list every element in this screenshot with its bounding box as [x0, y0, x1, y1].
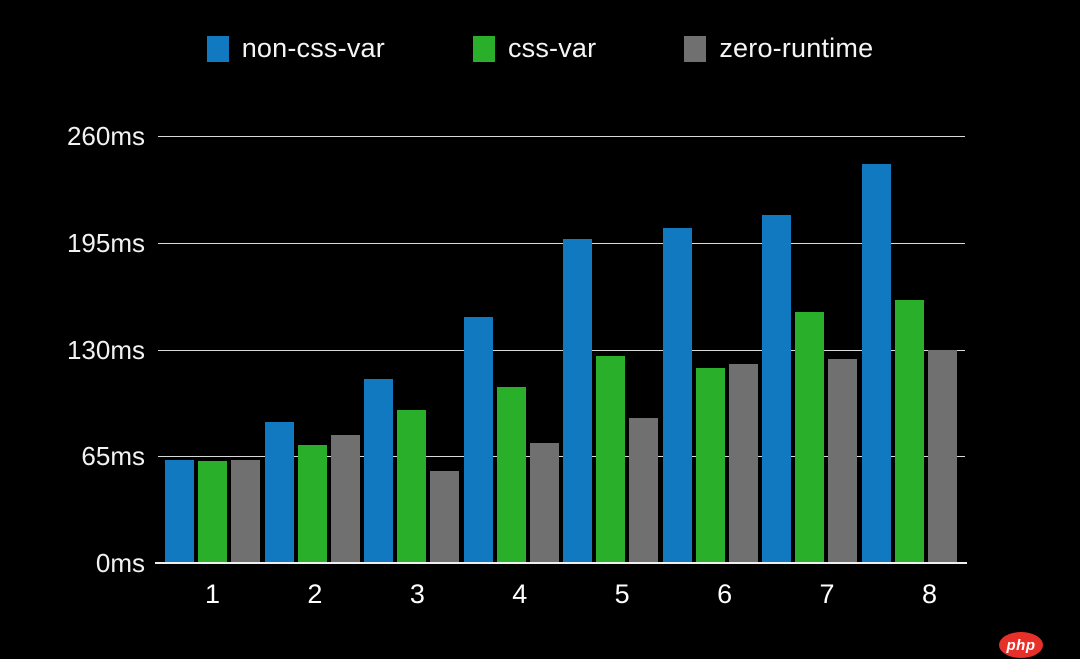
bar-group-2 — [264, 136, 360, 563]
y-tick-label: 195ms — [66, 227, 145, 258]
bar-css-var-3 — [397, 410, 427, 563]
bar-group-5 — [563, 136, 659, 563]
bar-non-css-var-1 — [165, 459, 194, 563]
x-tick-label-8: 8 — [921, 579, 937, 609]
x-axis-tick-labels: 1 2 3 4 5 6 7 8 — [155, 578, 987, 610]
legend-label: zero-runtime — [719, 33, 874, 63]
bar-zero-runtime-6 — [728, 364, 758, 563]
x-axis-baseline — [155, 562, 967, 564]
legend-swatch-icon — [206, 35, 229, 62]
x-tick-label-2: 2 — [307, 579, 323, 609]
x-tick-label-1: 1 — [204, 579, 221, 609]
x-tick-label-4: 4 — [512, 579, 528, 609]
bar-css-var-2 — [297, 444, 327, 563]
bar-non-css-var-4 — [463, 316, 493, 563]
bar-non-css-var-3 — [364, 379, 394, 563]
bar-non-css-var-6 — [662, 227, 692, 563]
bar-zero-runtime-1 — [231, 459, 260, 563]
x-tick-label-7: 7 — [819, 579, 835, 609]
bar-group-7 — [762, 136, 858, 563]
y-tick-label: 130ms — [66, 334, 145, 365]
bar-zero-runtime-7 — [828, 359, 858, 563]
bar-zero-runtime-8 — [927, 349, 957, 563]
bar-groups — [155, 136, 967, 563]
legend-label: css-var — [507, 33, 597, 63]
bar-zero-runtime-2 — [330, 434, 360, 563]
gridline-260ms — [158, 136, 965, 137]
bar-group-1 — [165, 136, 260, 563]
legend-item-css-var: css-var — [472, 33, 597, 64]
bar-non-css-var-7 — [762, 214, 792, 563]
y-tick-label: 65ms — [81, 441, 145, 472]
chart-legend: non-css-var css-var zero-runtime — [0, 33, 1080, 64]
legend-swatch-icon — [472, 35, 495, 62]
x-tick-label-6: 6 — [717, 579, 733, 609]
bar-zero-runtime-5 — [629, 418, 659, 563]
bar-css-var-4 — [496, 387, 526, 563]
gridline-65ms — [158, 456, 965, 458]
bar-zero-runtime-3 — [430, 471, 460, 563]
bar-zero-runtime-4 — [529, 443, 559, 563]
bar-group-6 — [662, 136, 758, 563]
legend-label: non-css-var — [241, 33, 385, 63]
gridline-195ms — [158, 242, 965, 244]
legend-item-non-css-var: non-css-var — [206, 33, 385, 64]
legend-item-zero-runtime: zero-runtime — [684, 33, 873, 64]
bar-non-css-var-5 — [563, 239, 593, 563]
y-tick-label: 260ms — [66, 121, 145, 151]
bar-group-8 — [861, 136, 957, 563]
bar-group-4 — [463, 136, 559, 563]
x-tick-label-5: 5 — [614, 579, 630, 609]
y-tick-label: 0ms — [95, 548, 145, 578]
bar-css-var-6 — [695, 367, 725, 563]
gridline-130ms — [158, 349, 965, 351]
php-watermark-text: php — [1006, 636, 1036, 654]
bar-non-css-var-8 — [861, 163, 891, 563]
bar-group-3 — [364, 136, 460, 563]
bar-css-var-7 — [795, 311, 825, 563]
bar-css-var-5 — [596, 356, 626, 563]
bar-css-var-8 — [894, 300, 924, 563]
bar-non-css-var-2 — [264, 421, 294, 563]
y-axis-tick-labels: 260ms 195ms 130ms 65ms 0ms — [0, 120, 145, 579]
legend-swatch-icon — [684, 35, 707, 62]
x-tick-label-3: 3 — [409, 579, 425, 609]
php-watermark-logo: php — [999, 632, 1043, 658]
bar-css-var-1 — [198, 461, 227, 563]
plot-area — [155, 136, 967, 564]
